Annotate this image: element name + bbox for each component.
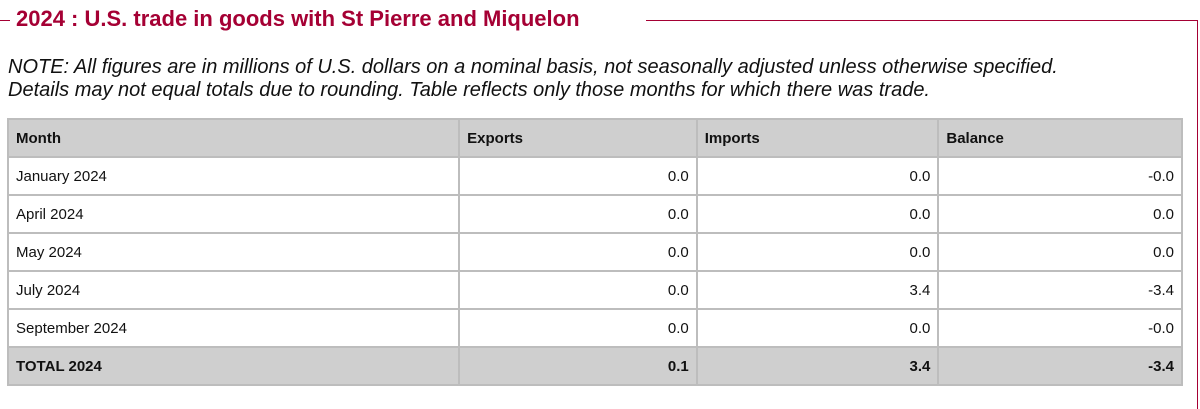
trade-table: Month Exports Imports Balance January 2024 0… (6, 118, 1183, 386)
note-line: Details may not equal totals due to roun… (8, 79, 930, 101)
value-cell: 0.0 (695, 156, 940, 196)
value-cell: 0.0 (695, 232, 940, 272)
value-cell: 0.0 (695, 194, 940, 234)
value-cell: 0.0 (458, 156, 698, 196)
table-body: January 2024 0.0 0.0 -0.0 April 2024 0.0 0.0 0.… (6, 156, 1183, 386)
note-line: NOTE: All figures are in millions of U.S… (8, 56, 1058, 78)
month-cell: May 2024 (6, 232, 461, 272)
month-cell: April 2024 (6, 194, 461, 234)
total-cell: 3.4 (695, 346, 940, 386)
value-cell: -3.4 (937, 270, 1183, 310)
title: 2024 : U.S. trade in goods with St Pierr… (16, 6, 580, 31)
total-row: TOTAL 2024 0.1 3.4 -3.4 (6, 346, 1183, 386)
value-cell: 3.4 (695, 270, 940, 310)
note: NOTE: All figures are in millions of U.S… (8, 56, 1058, 102)
column-header: Month (6, 118, 461, 158)
table-row: September 2024 0.0 0.0 -0.0 (6, 308, 1183, 348)
frame-line (0, 20, 10, 21)
table-row: January 2024 0.0 0.0 -0.0 (6, 156, 1183, 196)
value-cell: 0.0 (458, 232, 698, 272)
value-cell: 0.0 (695, 308, 940, 348)
table-row: May 2024 0.0 0.0 0.0 (6, 232, 1183, 272)
value-cell: 0.0 (937, 194, 1183, 234)
table-row: April 2024 0.0 0.0 0.0 (6, 194, 1183, 234)
value-cell: 0.0 (458, 308, 698, 348)
month-cell: January 2024 (6, 156, 461, 196)
frame-line (646, 20, 1198, 21)
table-row: July 2024 0.0 3.4 -3.4 (6, 270, 1183, 310)
total-cell: -3.4 (937, 346, 1183, 386)
month-cell: September 2024 (6, 308, 461, 348)
value-cell: -0.0 (937, 308, 1183, 348)
column-header: Exports (458, 118, 698, 158)
total-cell: 0.1 (458, 346, 698, 386)
total-label: TOTAL 2024 (6, 346, 461, 386)
value-cell: -0.0 (937, 156, 1183, 196)
value-cell: 0.0 (937, 232, 1183, 272)
value-cell: 0.0 (458, 270, 698, 310)
column-header: Imports (695, 118, 940, 158)
header-row: Month Exports Imports Balance (6, 118, 1183, 158)
column-header: Balance (937, 118, 1183, 158)
frame-line (1197, 20, 1198, 409)
value-cell: 0.0 (458, 194, 698, 234)
month-cell: July 2024 (6, 270, 461, 310)
